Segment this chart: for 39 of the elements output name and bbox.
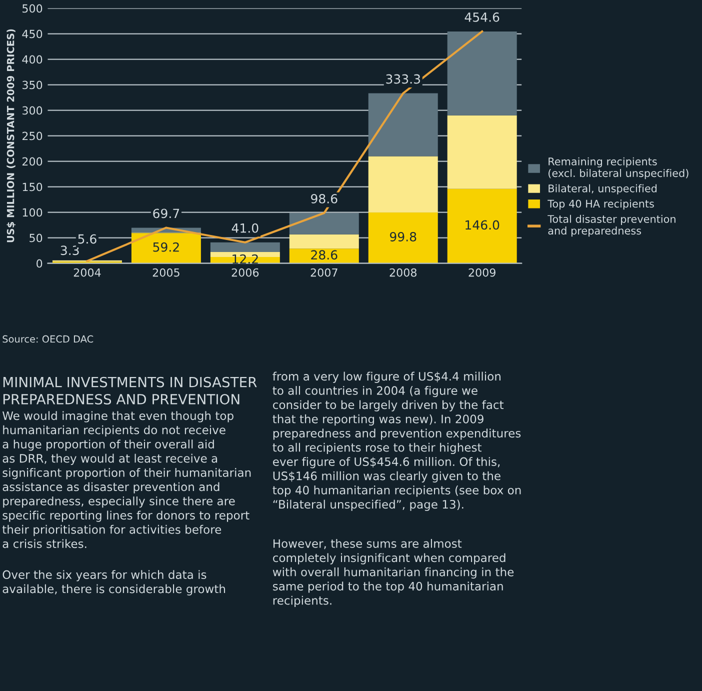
legend-label: Bilateral, unspecified: [548, 184, 657, 194]
data-label: 99.8: [390, 232, 416, 242]
y-tick-label: 50: [30, 234, 42, 242]
legend-label: Total disaster prevention and preparedness: [548, 214, 676, 237]
total-label: 98.6: [311, 194, 338, 204]
y-tick-label: 200: [22, 157, 42, 166]
y-tick-label: 300: [22, 106, 42, 115]
x-tick-label: 2004: [74, 268, 101, 277]
text: Over the six years for which data is available, there is considerable growth: [2, 570, 226, 596]
data-label: 28.6: [311, 250, 338, 260]
y-tick-label: 350: [22, 80, 42, 90]
y-tick-label: 500: [22, 4, 42, 13]
x-tick-label: 2008: [390, 268, 416, 277]
y-axis-title: US$ MILLION (CONSTANT 2009 PRICES): [6, 29, 16, 242]
y-tick-label: 150: [22, 182, 42, 192]
x-tick-label: 2009: [468, 268, 496, 277]
data-label: 12.2: [232, 254, 258, 264]
x-tick-label: 2006: [232, 268, 259, 277]
text: We would imagine that even though top humanitarian recipients do not receive a huge proportion of their overall aid as DRR, they would at least receive a significant proportion of their humanitarian assistance as disaster prevention and preparedness, especially since there are specific reporting lines for donors to report their prioritisation for activities before a crisis strikes.: [2, 411, 251, 548]
legend-label: Top 40 HA recipients: [548, 200, 654, 210]
y-tick-label: 100: [22, 208, 42, 217]
total-label: 69.7: [153, 208, 180, 218]
x-tick-label: 2005: [152, 268, 180, 277]
y-tick-label: 400: [22, 55, 42, 64]
total-label: 5.6: [78, 234, 96, 244]
total-label: 41.0: [232, 223, 258, 233]
total-label: 454.6: [464, 12, 500, 22]
y-tick-label: 0: [36, 259, 42, 268]
total-label: 333.3: [386, 74, 420, 84]
text: MINIMAL INVESTMENTS IN DISASTER PREPAREDNESS AND PREVENTION: [3, 376, 257, 404]
data-label: 146.0: [466, 220, 500, 230]
x-tick-label: 2007: [310, 268, 338, 277]
text: However, these sums are almost completely insignificant when compared with overall humanitarian financing in the same period to the top 40 humanitarian recipients.: [272, 538, 514, 608]
data-label: 59.2: [153, 242, 179, 252]
y-tick-label: 450: [22, 30, 42, 38]
text: from a very low figure of US$4.4 million to all countries in 2004 (a figure we consider to be largely driven by the fact that the reporting was new). In 2009 preparedness and prevention expenditures to all recipients rose to their highest ever figure of US$454.6 million. Of this, US$146 million was clearly given to the top 40 humanitarian recipients (see box on “Bilateral unspecified”, page 13).: [272, 372, 521, 511]
y-tick-label: 250: [22, 132, 42, 140]
source-note: Source: OECD DAC: [2, 335, 94, 343]
legend-label: Remaining recipients (excl. bilateral unspecified): [548, 157, 688, 180]
